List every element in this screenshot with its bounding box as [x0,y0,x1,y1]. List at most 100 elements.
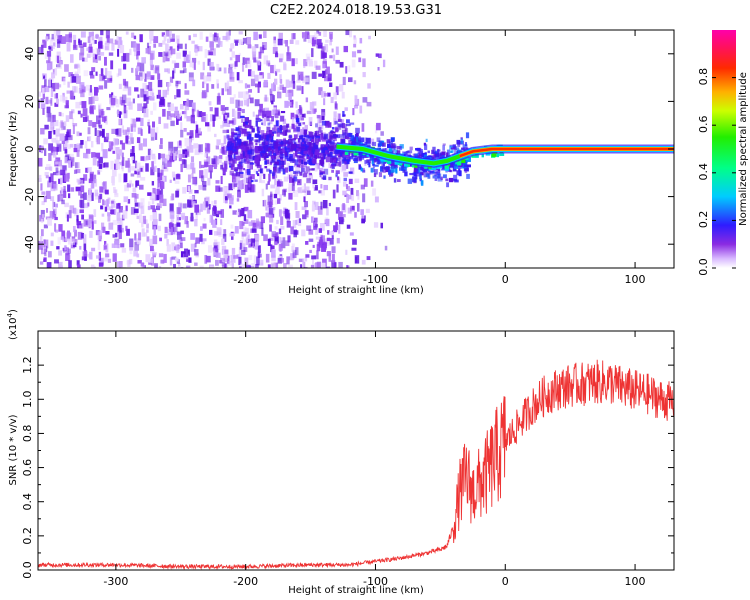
spectrogram-cell [81,214,85,220]
spectrogram-cell [72,86,76,93]
spectrogram-cell [161,165,164,170]
spectrogram-cell [380,131,384,136]
spectrogram-cell [290,148,293,152]
spectrogram-cell [320,235,325,245]
figure-title: C2E2.2024.018.19.53.G31 [270,3,442,18]
spectrogram-cell [308,141,312,148]
spectrogram-cell [426,167,429,171]
spectrogram-cell [99,131,105,136]
spectrogram-cell [265,212,270,218]
spectrogram-cell [243,91,248,100]
spectrogram-cell [123,63,127,70]
spectrogram-cell [277,257,283,264]
spectrogram-cell [206,208,210,214]
spectrogram-cell [97,231,101,240]
spectrogram-cell [56,55,60,64]
spectrogram-cell [203,217,206,222]
spectrogram-cell [442,174,447,179]
colorbar-bar [712,30,736,268]
spectrogram-cell [157,89,162,99]
spectrogram-cell [292,220,297,229]
spectrogram-x-label: Height of straight line (km) [288,285,424,296]
spectrogram-cell [149,95,155,101]
spectrogram-cell [402,151,406,156]
spectrogram-cell [433,165,437,171]
spectrogram-cell [301,32,306,39]
spectrogram-cell [290,139,296,143]
spectrogram-cell [286,123,290,128]
spectrogram-cell [363,178,368,187]
spectrogram-cell [346,123,351,127]
spectrogram-cell [320,190,325,196]
snr-panel: -300 -200 -100 0 100 0.00.20.40.60.81.01.2 H… [6,309,675,596]
spectrogram-cell [414,168,419,175]
spectrogram-cell [137,169,140,175]
spectrogram-cell [327,145,330,149]
spectrogram-cell [280,225,285,230]
spectrogram-cell [295,110,301,116]
spectrogram-cell [166,239,169,247]
spectrogram-cell [222,167,226,174]
spectrogram-cell [132,187,137,193]
spectrogram-cell [355,155,358,162]
spectrogram-cell [334,120,338,125]
spectrogram-cell [40,229,44,237]
spectrogram-cell [302,173,308,178]
spectrogram-cell [188,189,193,194]
spectrogram-cell [308,174,314,180]
spectrogram-cell [432,151,436,154]
spectrogram-cell [66,230,71,239]
spectrogram-cell [215,145,220,150]
spectrogram-cell [94,189,99,197]
spectrogram-cell [176,245,180,254]
spectrogram-cell [298,122,302,126]
spectrogram-cell [165,43,168,53]
spectrogram-cell [216,33,219,41]
spectrogram-cell [345,30,350,36]
spectrogram-cell [214,244,219,253]
spectrogram-cell [342,214,346,218]
spectrogram-cell [275,185,280,194]
spectrogram-cell [225,196,228,201]
spectrogram-cell [252,242,255,248]
spectrogram-cell [60,265,63,268]
spectrogram-cell [106,199,109,207]
colorbar-tick-label: 0.0 [697,258,710,276]
spectrogram-cell [170,48,176,55]
spectrogram-cell [131,193,137,198]
spectrogram-cell [302,189,307,193]
spectrogram-cell [94,179,98,187]
spectrogram-cell [177,262,181,267]
spectrogram-cell [92,121,97,128]
spectrogram-cell [115,163,121,170]
spectrogram-cell [272,95,276,102]
spectrogram-cell [83,233,86,239]
spectrogram-cell [185,54,191,63]
spectrogram-cell [58,36,62,41]
spectrogram-cell [302,127,305,136]
spectrogram-cell [77,110,81,115]
spectrogram-cell [303,183,306,191]
spectrogram-cell [314,263,317,268]
spectrogram-cell [54,259,59,264]
spectrogram-cell [121,152,124,158]
spectrogram-cell [221,265,225,268]
spectrogram-cell [143,103,148,109]
spectrogram-cell [344,161,347,164]
spectrogram-cell [193,33,197,38]
spectrogram-cell [243,173,249,181]
spectrogram-cell [279,194,282,201]
spectrogram-cell [328,253,332,262]
spectrogram-cell [231,133,234,143]
spectrogram-cell [382,167,386,173]
spectrogram-cell [280,157,283,163]
spectrogram-cell [101,128,105,138]
spectrogram-cell [193,143,199,149]
spectrogram-cell [360,167,363,172]
spectrogram-cell [49,61,53,70]
spectrogram-xtick-label: -200 [233,273,258,286]
spectrogram-cell [348,65,351,73]
spectrogram-cell [427,173,431,179]
spectrogram-cell [295,114,299,120]
spectrogram-cell [80,46,85,56]
